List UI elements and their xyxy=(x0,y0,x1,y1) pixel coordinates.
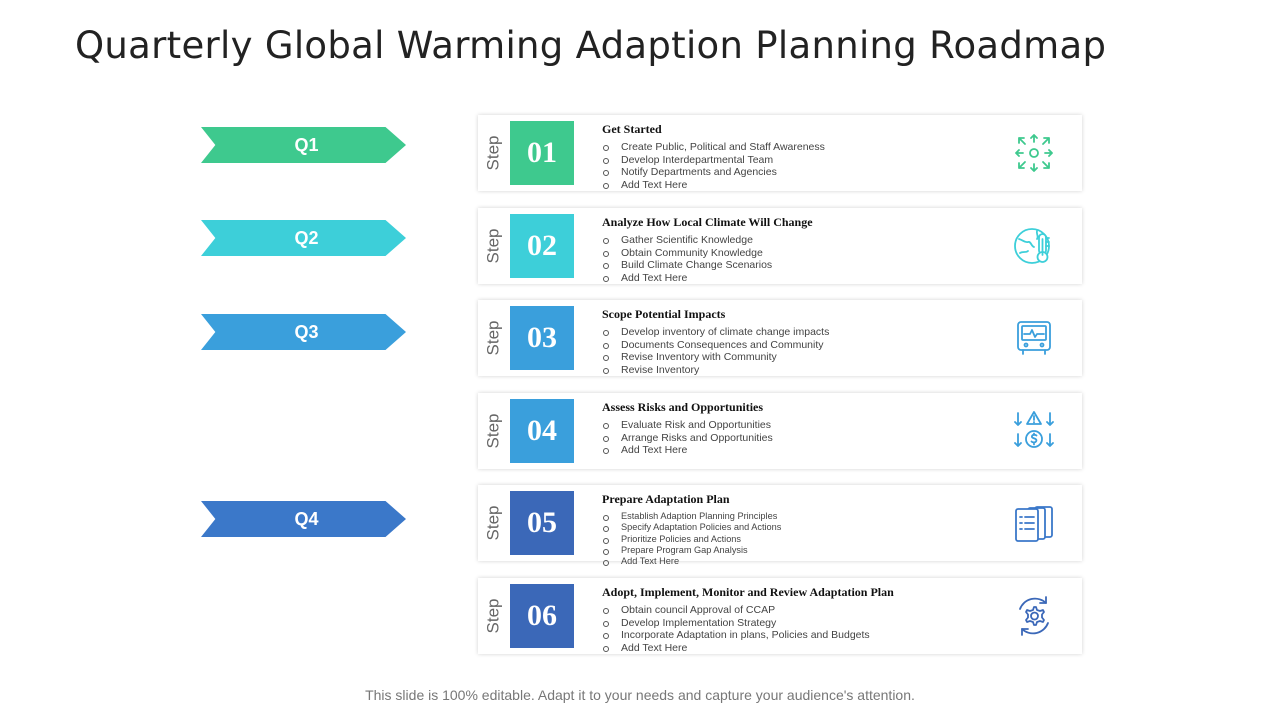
step-content: Adopt, Implement, Monitor and Review Ada… xyxy=(602,585,1002,654)
step-heading: Get Started xyxy=(602,122,662,136)
footer-note: This slide is 100% editable. Adapt it to… xyxy=(365,687,915,703)
step-label: Step xyxy=(483,598,503,634)
step-card-06: Step 06 Adopt, Implement, Monitor and Re… xyxy=(478,578,1082,654)
step-card-01: Step 01 Get Started Create Public, Polit… xyxy=(478,115,1082,191)
step-card-03: Step 03 Scope Potential Impacts Develop … xyxy=(478,300,1082,376)
step-item: Add Text Here xyxy=(602,272,1002,285)
expand-arrows-icon xyxy=(1011,130,1057,176)
step-item: Revise Inventory with Community xyxy=(602,351,1002,364)
step-card-02: Step 02 Analyze How Local Climate Will C… xyxy=(478,208,1082,284)
step-item: Develop inventory of climate change impa… xyxy=(602,326,1002,339)
step-item: Add Text Here xyxy=(602,642,1002,655)
step-item: Create Public, Political and Staff Aware… xyxy=(602,141,1002,154)
step-item: Specify Adaptation Policies and Actions xyxy=(602,522,1002,533)
step-heading: Adopt, Implement, Monitor and Review Ada… xyxy=(602,585,894,599)
monitor-pulse-icon xyxy=(1011,315,1057,361)
globe-thermometer-icon xyxy=(1011,223,1057,269)
step-label: Step xyxy=(483,320,503,356)
step-number: 06 xyxy=(510,584,574,648)
step-item: Develop Implementation Strategy xyxy=(602,617,1002,630)
step-item: Gather Scientific Knowledge xyxy=(602,234,1002,247)
step-number: 01 xyxy=(510,121,574,185)
gear-cycle-icon xyxy=(1011,593,1057,639)
step-content: Analyze How Local Climate Will Change Ga… xyxy=(602,215,1002,284)
step-heading: Prepare Adaptation Plan xyxy=(602,492,730,506)
step-item: Obtain council Approval of CCAP xyxy=(602,604,1002,617)
step-heading: Scope Potential Impacts xyxy=(602,307,726,321)
page-title: Quarterly Global Warming Adaption Planni… xyxy=(75,24,1107,67)
step-item: Add Text Here xyxy=(602,179,1002,192)
step-item: Develop Interdepartmental Team xyxy=(602,154,1002,167)
step-heading: Analyze How Local Climate Will Change xyxy=(602,215,813,229)
step-item: Prioritize Policies and Actions xyxy=(602,534,1002,545)
step-number: 04 xyxy=(510,399,574,463)
step-item: Documents Consequences and Community xyxy=(602,339,1002,352)
step-item: Arrange Risks and Opportunities xyxy=(602,432,1002,445)
step-card-04: Step 04 Assess Risks and Opportunities E… xyxy=(478,393,1082,469)
step-item: Incorporate Adaptation in plans, Policie… xyxy=(602,629,1002,642)
step-content: Get Started Create Public, Political and… xyxy=(602,122,1002,191)
risk-dollar-icon xyxy=(1011,408,1057,454)
quarter-tag-q1: Q1 xyxy=(201,127,406,163)
step-label: Step xyxy=(483,505,503,541)
step-item: Revise Inventory xyxy=(602,364,1002,377)
step-item: Add Text Here xyxy=(602,556,1002,567)
quarter-tag-q2: Q2 xyxy=(201,220,406,256)
documents-icon xyxy=(1011,500,1057,546)
step-card-05: Step 05 Prepare Adaptation Plan Establis… xyxy=(478,485,1082,567)
step-content: Assess Risks and Opportunities Evaluate … xyxy=(602,400,1002,457)
step-content: Scope Potential Impacts Develop inventor… xyxy=(602,307,1002,376)
step-number: 03 xyxy=(510,306,574,370)
step-item: Obtain Community Knowledge xyxy=(602,247,1002,260)
step-label: Step xyxy=(483,135,503,171)
quarter-tag-q3: Q3 xyxy=(201,314,406,350)
step-item: Add Text Here xyxy=(602,444,1002,457)
step-item: Build Climate Change Scenarios xyxy=(602,259,1002,272)
step-item: Prepare Program Gap Analysis xyxy=(602,545,1002,556)
step-number: 02 xyxy=(510,214,574,278)
step-number: 05 xyxy=(510,491,574,555)
step-item: Evaluate Risk and Opportunities xyxy=(602,419,1002,432)
step-item: Establish Adaption Planning Principles xyxy=(602,511,1002,522)
quarter-tag-q4: Q4 xyxy=(201,501,406,537)
step-heading: Assess Risks and Opportunities xyxy=(602,400,764,414)
step-item: Notify Departments and Agencies xyxy=(602,166,1002,179)
step-label: Step xyxy=(483,413,503,449)
step-label: Step xyxy=(483,228,503,264)
step-content: Prepare Adaptation Plan Establish Adapti… xyxy=(602,492,1002,567)
